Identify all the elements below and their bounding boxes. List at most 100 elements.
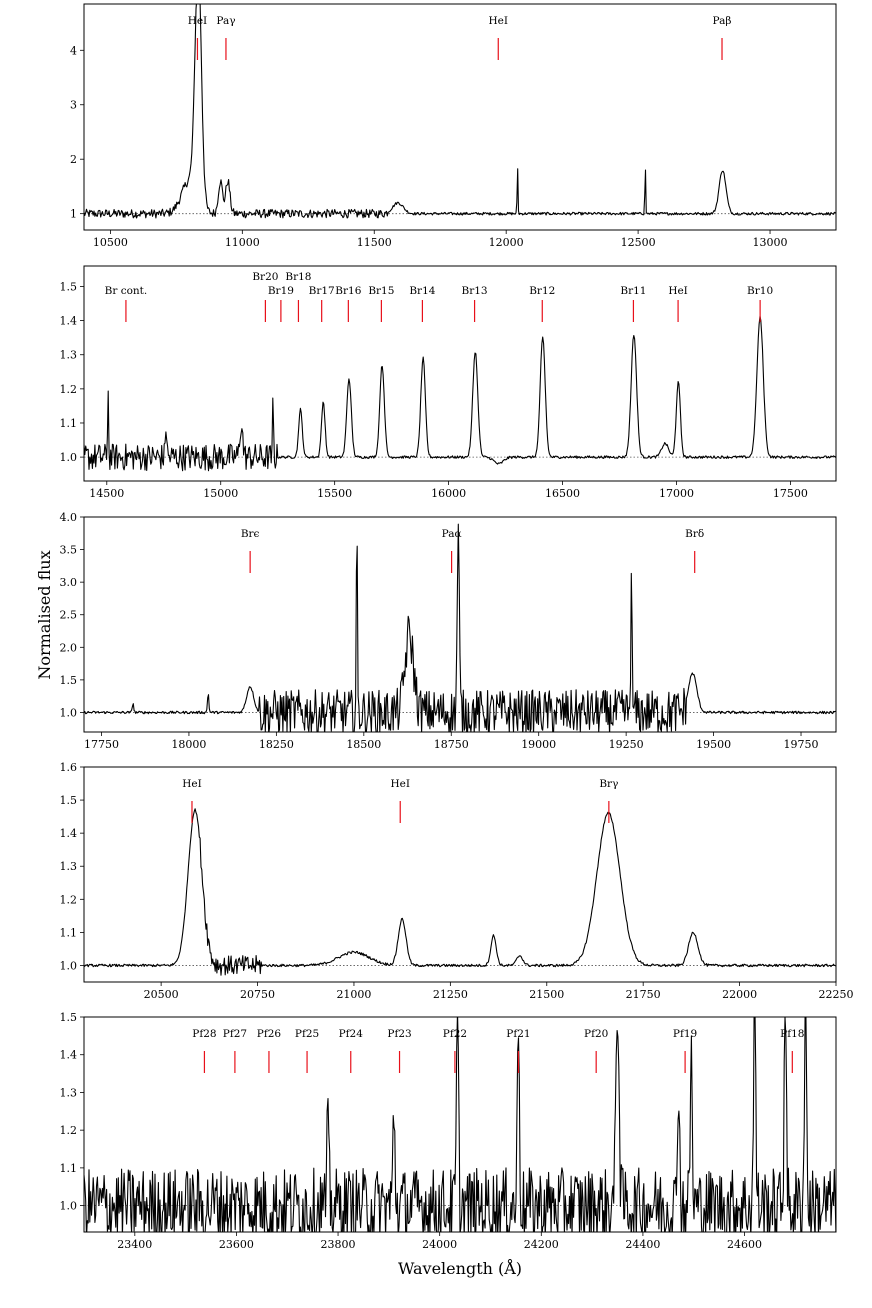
y-tick-label: 2 — [70, 153, 77, 166]
line-marker-label: Paγ — [216, 15, 235, 27]
line-marker-label: Paα — [442, 528, 462, 540]
x-tick-label: 13000 — [753, 236, 788, 249]
line-marker-label: HeI — [488, 15, 508, 27]
y-tick-label: 1.3 — [60, 349, 78, 362]
y-tick-label: 1.0 — [60, 451, 78, 464]
spectrum-panel-2: 14500 15000 15500 16000 16500 17000 17500 1.0 1.… — [60, 265, 837, 500]
y-tick-label: 1.3 — [60, 860, 78, 873]
line-marker-label: HeI — [668, 285, 688, 297]
line-marker-label: HeI — [188, 15, 208, 27]
x-tick-label: 17000 — [659, 487, 694, 500]
x-tick-label: 19500 — [696, 738, 731, 751]
line-marker-label: Br15 — [368, 285, 394, 297]
line-marker-label: Br17 — [309, 285, 335, 297]
spectrum-panel-4: 20500 20750 21000 21250 21500 21750 22000 22250… — [60, 761, 854, 1001]
x-tick-label: 11000 — [225, 236, 260, 249]
spectrum-line — [84, 1017, 836, 1232]
y-axis-label: Normalised flux — [35, 550, 54, 679]
x-tick-label: 20500 — [144, 988, 179, 1001]
line-marker-label: Br19 — [268, 285, 294, 297]
y-tick-label: 1.4 — [60, 1049, 78, 1062]
x-tick-label: 23800 — [321, 1238, 356, 1251]
y-tick-label: 1.4 — [60, 827, 78, 840]
line-marker-label: Pf18 — [780, 1028, 804, 1040]
x-tick-label: 19750 — [784, 738, 819, 751]
x-tick-label: 24400 — [625, 1238, 660, 1251]
line-marker-label: Br cont. — [105, 285, 148, 297]
x-tick-label: 11500 — [357, 236, 392, 249]
y-tick-label: 3 — [70, 99, 77, 112]
y-tick-label: 4.0 — [60, 511, 78, 524]
line-marker-label: Pf23 — [387, 1028, 411, 1040]
x-tick-label: 17750 — [84, 738, 119, 751]
y-tick-label: 1.6 — [60, 761, 78, 774]
y-tick-label: 1.3 — [60, 1086, 78, 1099]
line-marker-label: Pf28 — [192, 1028, 216, 1040]
x-tick-label: 22250 — [819, 988, 854, 1001]
x-tick-label: 18250 — [259, 738, 294, 751]
spectrum-line — [84, 315, 836, 472]
y-tick-label: 1.1 — [60, 1162, 78, 1175]
x-tick-label: 24200 — [524, 1238, 559, 1251]
line-marker-label: Br16 — [335, 285, 361, 297]
y-tick-label: 2.0 — [60, 641, 78, 654]
x-tick-label: 21750 — [626, 988, 661, 1001]
line-marker-label: Pf27 — [223, 1028, 247, 1040]
y-tick-label: 1.5 — [60, 1011, 78, 1024]
x-tick-label: 14500 — [89, 487, 124, 500]
line-marker-label: Pf19 — [673, 1028, 697, 1040]
x-tick-label: 24600 — [727, 1238, 762, 1251]
y-tick-label: 1.5 — [60, 280, 78, 293]
x-tick-label: 23600 — [219, 1238, 254, 1251]
line-marker-label: Pf25 — [295, 1028, 319, 1040]
line-marker-label: Pf22 — [443, 1028, 467, 1040]
line-marker-label: HeI — [390, 778, 410, 790]
x-tick-label: 20750 — [240, 988, 275, 1001]
y-tick-label: 1.5 — [60, 674, 78, 687]
y-tick-label: 3.5 — [60, 544, 78, 557]
x-tick-label: 19250 — [609, 738, 644, 751]
spectrum-line — [84, 4, 836, 219]
x-tick-label: 15500 — [317, 487, 352, 500]
line-marker-label: Pf26 — [257, 1028, 282, 1040]
line-marker-label: Brϵ — [241, 528, 260, 540]
x-axis-label: Wavelength (Å) — [398, 1258, 522, 1278]
spectrum-panel-1: 10500 11000 11500 12000 12500 13000 1 2 3 4 HeI Paγ… — [70, 3, 837, 249]
axes-frame — [83, 265, 837, 482]
y-tick-label: 1.5 — [60, 794, 78, 807]
y-tick-label: 4 — [70, 44, 77, 57]
y-tick-label: 1 — [70, 208, 77, 221]
line-marker-label: HeI — [182, 778, 202, 790]
y-tick-label: 1.0 — [60, 706, 78, 719]
y-tick-label: 1.2 — [60, 893, 78, 906]
spectrum-line — [84, 808, 836, 976]
x-tick-label: 17500 — [773, 487, 808, 500]
x-tick-label: 21250 — [433, 988, 468, 1001]
axes-frame — [83, 516, 837, 733]
x-tick-label: 10500 — [93, 236, 128, 249]
x-tick-label: 15000 — [203, 487, 238, 500]
axes-frame — [83, 1016, 837, 1233]
line-marker-label: Paβ — [713, 15, 732, 27]
line-marker-label: Br14 — [409, 285, 435, 297]
y-tick-label: 1.1 — [60, 926, 78, 939]
x-tick-label: 21000 — [336, 988, 371, 1001]
line-marker-label: Pf20 — [584, 1028, 608, 1040]
x-tick-label: 16500 — [545, 487, 580, 500]
y-tick-label: 1.0 — [60, 1200, 78, 1213]
line-marker-label: Br20 — [252, 271, 278, 283]
x-tick-label: 18750 — [434, 738, 469, 751]
x-tick-label: 22000 — [722, 988, 757, 1001]
y-tick-label: 1.4 — [60, 315, 78, 328]
line-marker-label: Pf24 — [339, 1028, 364, 1040]
spectrum-line — [84, 523, 836, 732]
x-tick-label: 12500 — [621, 236, 656, 249]
axes-frame — [83, 3, 837, 231]
line-marker-label: Br11 — [620, 285, 646, 297]
x-tick-label: 18500 — [346, 738, 381, 751]
x-tick-label: 16000 — [431, 487, 466, 500]
x-tick-label: 12000 — [489, 236, 524, 249]
x-tick-label: 21500 — [529, 988, 564, 1001]
y-tick-label: 1.0 — [60, 959, 78, 972]
